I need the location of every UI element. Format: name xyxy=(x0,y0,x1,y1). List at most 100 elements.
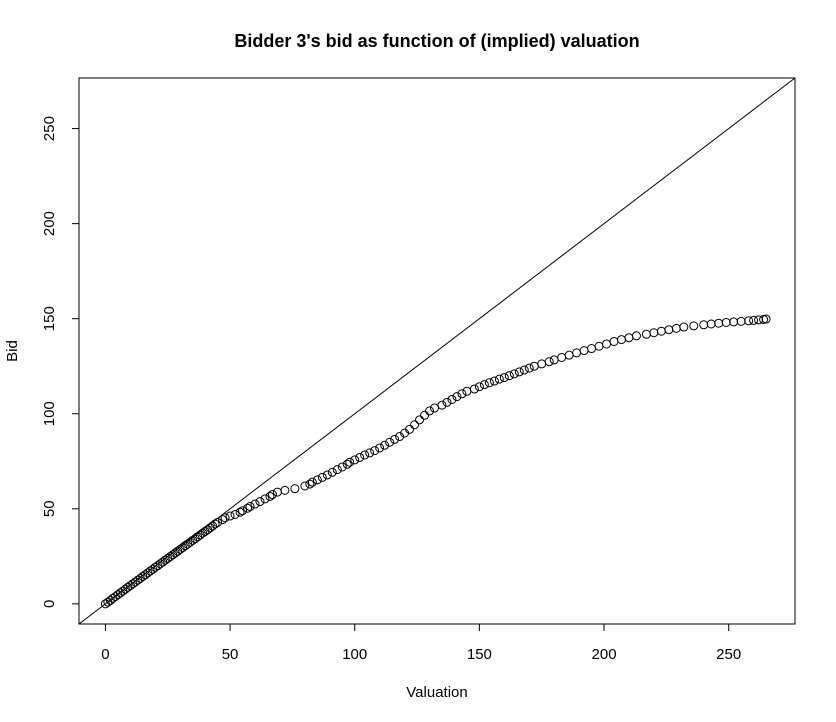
data-point xyxy=(579,346,589,356)
data-point xyxy=(300,481,310,491)
data-point xyxy=(210,519,220,529)
data-point xyxy=(375,443,385,453)
data-point xyxy=(265,491,275,501)
data-point xyxy=(524,363,534,373)
data-point xyxy=(744,316,754,326)
data-point xyxy=(260,494,270,504)
data-point xyxy=(337,462,347,472)
data-point xyxy=(699,320,709,330)
data-point xyxy=(706,319,716,329)
data-point xyxy=(290,484,300,494)
data-point xyxy=(370,446,380,456)
data-point xyxy=(345,457,355,467)
data-point xyxy=(656,326,666,336)
data-point xyxy=(360,450,370,460)
data-point xyxy=(549,355,559,365)
x-axis-label: Valuation xyxy=(406,684,467,701)
data-point xyxy=(509,369,519,379)
data-point xyxy=(410,420,420,430)
data-point xyxy=(587,344,597,354)
chart-title: Bidder 3's bid as function of (implied) … xyxy=(234,31,639,51)
data-point xyxy=(267,490,277,500)
data-point xyxy=(420,410,430,420)
data-point xyxy=(280,485,290,495)
data-point xyxy=(312,475,322,485)
data-point xyxy=(355,452,365,462)
data-point xyxy=(649,328,659,338)
data-point xyxy=(616,335,626,345)
data-point xyxy=(572,348,582,358)
data-point xyxy=(322,470,332,480)
data-point xyxy=(631,331,641,341)
data-point xyxy=(380,440,390,450)
y-tick-label: 200 xyxy=(41,211,58,236)
data-point xyxy=(245,502,255,512)
x-tick-label: 50 xyxy=(222,646,239,663)
data-point xyxy=(519,365,529,375)
data-point xyxy=(415,415,425,425)
data-point xyxy=(425,406,435,416)
data-point xyxy=(721,317,731,327)
data-point xyxy=(390,434,400,444)
y-axis-label: Bid xyxy=(4,340,21,362)
data-point xyxy=(761,314,771,324)
data-point xyxy=(342,459,352,469)
data-point xyxy=(230,509,240,519)
data-point xyxy=(479,380,489,390)
data-point xyxy=(365,448,375,458)
data-point xyxy=(557,352,567,362)
data-point xyxy=(220,513,230,523)
data-point xyxy=(499,373,509,383)
data-point xyxy=(457,389,467,399)
data-point xyxy=(307,477,317,487)
data-point xyxy=(462,386,472,396)
data-point xyxy=(332,465,342,475)
data-point xyxy=(327,467,337,477)
data-point xyxy=(243,503,253,513)
y-tick-label: 100 xyxy=(41,401,58,426)
data-point xyxy=(350,455,360,465)
data-points xyxy=(100,314,771,609)
data-point xyxy=(749,315,759,325)
y-tick-label: 50 xyxy=(41,500,58,517)
data-point xyxy=(469,384,479,394)
data-point xyxy=(255,497,265,507)
data-point xyxy=(664,325,674,335)
data-point xyxy=(594,341,604,351)
y-axis: 0 50 100 150 200 250 xyxy=(41,116,80,608)
x-tick-label: 0 xyxy=(101,646,109,663)
data-point xyxy=(437,400,447,410)
data-point xyxy=(504,371,514,381)
data-point xyxy=(514,367,524,377)
data-point xyxy=(494,374,504,384)
data-point xyxy=(225,511,235,521)
data-point xyxy=(218,515,228,525)
x-tick-label: 100 xyxy=(342,646,367,663)
data-point xyxy=(213,517,223,527)
plot-area xyxy=(78,77,796,625)
data-point xyxy=(317,472,327,482)
data-point xyxy=(544,357,554,367)
data-point xyxy=(609,336,619,346)
data-point xyxy=(250,499,260,509)
data-point xyxy=(452,392,462,402)
y-tick-label: 0 xyxy=(41,600,58,608)
data-point xyxy=(442,397,452,407)
data-point xyxy=(736,316,746,326)
data-point xyxy=(624,333,634,343)
x-axis: 0 50 100 150 200 250 xyxy=(101,623,741,663)
data-point xyxy=(238,506,248,516)
y-tick-label: 150 xyxy=(41,306,58,331)
data-point xyxy=(679,322,689,332)
data-point xyxy=(489,376,499,386)
data-point xyxy=(602,339,612,349)
data-point xyxy=(729,317,739,327)
y-tick-label: 250 xyxy=(41,116,58,141)
data-point xyxy=(447,394,457,404)
data-point xyxy=(484,378,494,388)
data-point xyxy=(714,318,724,328)
data-point xyxy=(235,507,245,517)
data-point xyxy=(564,350,574,360)
data-point xyxy=(529,361,539,371)
